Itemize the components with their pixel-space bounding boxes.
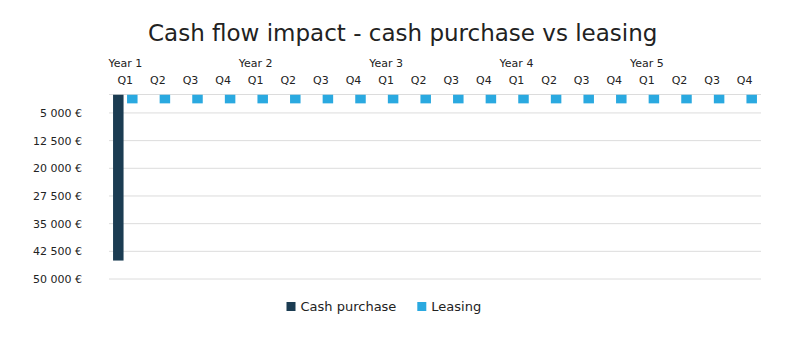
x-tick-label: Q3 — [704, 74, 720, 87]
legend-label: Leasing — [431, 299, 481, 314]
year-label: Year 2 — [238, 57, 273, 70]
bar — [420, 95, 431, 104]
bar — [569, 95, 580, 96]
x-tick-label: Q1 — [378, 74, 394, 87]
year-label: Year 5 — [629, 57, 664, 70]
bar — [667, 95, 678, 96]
x-tick-label: Q1 — [248, 74, 264, 87]
y-tick-label: 5 000 € — [40, 107, 82, 120]
bar — [616, 95, 627, 104]
bar — [537, 95, 548, 96]
bars — [113, 95, 757, 261]
bar — [290, 95, 301, 104]
y-tick-label: 50 000 € — [33, 273, 82, 286]
grid-line — [109, 195, 761, 196]
bar — [700, 95, 711, 96]
bar — [276, 95, 287, 96]
y-tick-label: 12 500 € — [33, 135, 82, 148]
bar — [583, 95, 594, 104]
bar — [113, 95, 124, 261]
bar — [472, 95, 483, 96]
bar — [225, 95, 236, 104]
x-tick-label: Q2 — [280, 74, 296, 87]
x-tick-label: Q1 — [117, 74, 133, 87]
bar — [257, 95, 268, 104]
bar — [602, 95, 613, 96]
bar — [406, 95, 417, 96]
year-label: Year 1 — [107, 57, 142, 70]
bar — [732, 95, 743, 96]
bar — [714, 95, 725, 104]
x-tick-label: Q1 — [509, 74, 525, 87]
bar — [439, 95, 450, 96]
title: Cash flow impact - cash purchase vs leas… — [148, 20, 657, 46]
bar — [160, 95, 171, 104]
x-tick-label: Q4 — [606, 74, 622, 87]
y-tick-label: 42 500 € — [33, 245, 82, 258]
bar — [551, 95, 562, 104]
year-label: Year 3 — [368, 57, 403, 70]
bar — [388, 95, 399, 104]
bar — [178, 95, 189, 96]
legend-swatch — [417, 302, 426, 311]
bar — [211, 95, 222, 96]
grid-line — [109, 279, 761, 280]
bar — [635, 95, 646, 96]
bar — [504, 95, 515, 96]
grid-line — [109, 223, 761, 224]
year-label: Year 4 — [499, 57, 534, 70]
bar — [146, 95, 157, 96]
bar — [323, 95, 334, 104]
bar — [453, 95, 464, 104]
x-tick-label: Q4 — [737, 74, 753, 87]
x-tick-label: Q2 — [150, 74, 166, 87]
bar — [746, 95, 757, 104]
y-tick-label: 35 000 € — [33, 218, 82, 231]
bar — [374, 95, 385, 96]
grid-line — [109, 251, 761, 252]
x-tick-label: Q3 — [313, 74, 329, 87]
x-tick-label: Q4 — [476, 74, 492, 87]
grid-line — [109, 140, 761, 141]
legend-label: Cash purchase — [301, 299, 397, 314]
x-tick-label: Q4 — [346, 74, 362, 87]
grid-line — [109, 168, 761, 169]
chart: Cash flow impact - cash purchase vs leas… — [0, 0, 789, 344]
x-tick-label: Q2 — [411, 74, 427, 87]
bar — [355, 95, 366, 104]
bar — [649, 95, 660, 104]
bar — [309, 95, 320, 96]
grid-line — [109, 112, 761, 113]
legend-swatch — [287, 302, 296, 311]
x-tick-label: Q3 — [183, 74, 199, 87]
legend: Cash purchase Leasing — [287, 299, 482, 314]
bar — [486, 95, 497, 104]
x-tick-label: Q1 — [639, 74, 655, 87]
bar — [192, 95, 203, 104]
y-tick-label: 27 500 € — [33, 190, 82, 203]
bar — [127, 95, 138, 104]
y-tick-label: 20 000 € — [33, 162, 82, 175]
x-tick-label: Q3 — [574, 74, 590, 87]
bar — [518, 95, 529, 104]
bar — [243, 95, 254, 96]
bar — [681, 95, 692, 104]
x-tick-label: Q3 — [443, 74, 459, 87]
bar — [341, 95, 352, 96]
axis-line — [109, 94, 761, 95]
x-tick-label: Q2 — [541, 74, 557, 87]
x-tick-label: Q4 — [215, 74, 231, 87]
x-tick-label: Q2 — [672, 74, 688, 87]
